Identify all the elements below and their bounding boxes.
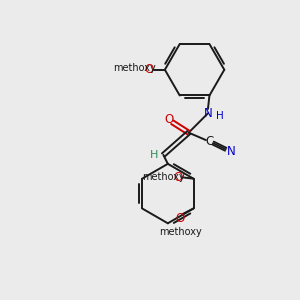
Text: N: N (226, 145, 235, 158)
Text: O: O (164, 113, 173, 126)
Text: methoxy: methoxy (159, 226, 202, 237)
Text: O: O (145, 63, 154, 76)
Text: H: H (150, 150, 158, 160)
Text: O: O (173, 171, 182, 184)
Text: N: N (204, 107, 212, 120)
Text: methoxy: methoxy (142, 172, 185, 182)
Text: methoxy: methoxy (113, 63, 156, 73)
Text: H: H (216, 111, 224, 121)
Text: C: C (205, 135, 214, 148)
Text: O: O (176, 212, 185, 225)
